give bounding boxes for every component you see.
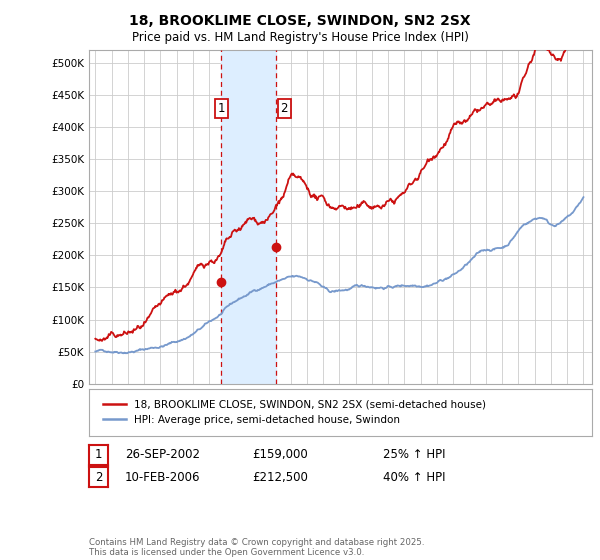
Text: 1: 1	[95, 448, 102, 461]
Text: Price paid vs. HM Land Registry's House Price Index (HPI): Price paid vs. HM Land Registry's House …	[131, 31, 469, 44]
Text: £212,500: £212,500	[252, 470, 308, 484]
Text: 26-SEP-2002: 26-SEP-2002	[125, 448, 200, 461]
Text: 40% ↑ HPI: 40% ↑ HPI	[383, 470, 445, 484]
Text: 2: 2	[95, 470, 102, 484]
Text: £159,000: £159,000	[252, 448, 308, 461]
Text: 25% ↑ HPI: 25% ↑ HPI	[383, 448, 445, 461]
Legend: 18, BROOKLIME CLOSE, SWINDON, SN2 2SX (semi-detached house), HPI: Average price,: 18, BROOKLIME CLOSE, SWINDON, SN2 2SX (s…	[99, 395, 491, 430]
Bar	[221, 50, 276, 384]
Text: 1: 1	[218, 101, 225, 115]
Text: 18, BROOKLIME CLOSE, SWINDON, SN2 2SX: 18, BROOKLIME CLOSE, SWINDON, SN2 2SX	[129, 14, 471, 28]
Text: Contains HM Land Registry data © Crown copyright and database right 2025.
This d: Contains HM Land Registry data © Crown c…	[89, 538, 424, 557]
Text: 2: 2	[280, 101, 288, 115]
Text: 10-FEB-2006: 10-FEB-2006	[125, 470, 200, 484]
